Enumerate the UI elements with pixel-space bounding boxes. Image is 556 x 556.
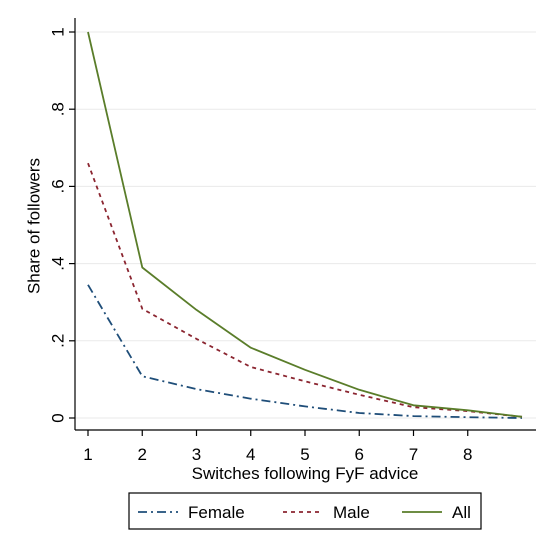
- y-tick-label: .2: [49, 334, 68, 348]
- x-tick-label: 5: [300, 445, 309, 464]
- series-lines: [87, 31, 523, 419]
- axes: [74, 18, 536, 431]
- legend-item-female: Female: [138, 503, 245, 522]
- x-tick-label: 7: [409, 445, 418, 464]
- legend-item-male: Male: [283, 503, 370, 522]
- series-line-male: [87, 162, 523, 418]
- x-axis-title: Switches following FyF advice: [192, 464, 419, 483]
- legend: Female Male All: [128, 492, 482, 530]
- y-tick-label: 0: [49, 413, 68, 422]
- y-axis-title: Share of followers: [25, 158, 44, 294]
- y-tick-label: 1: [49, 27, 68, 36]
- series-line-female: [87, 284, 523, 419]
- x-ticks: 1 2 3 4 5 6 7 8: [83, 430, 472, 464]
- legend-label: Female: [188, 503, 245, 522]
- x-tick-label: 4: [246, 445, 255, 464]
- legend-box: [128, 492, 482, 530]
- x-tick-label: 3: [192, 445, 201, 464]
- y-ticks: 0 .2 .4 .6 .8 1: [49, 27, 75, 423]
- legend-item-all: All: [402, 503, 471, 522]
- x-tick-label: 6: [355, 445, 364, 464]
- y-tick-label: .6: [49, 179, 68, 193]
- legend-label: Male: [333, 503, 370, 522]
- x-tick-label: 2: [138, 445, 147, 464]
- x-tick-label: 1: [83, 445, 92, 464]
- series-line-all: [87, 31, 523, 418]
- y-tick-label: .8: [49, 102, 68, 116]
- y-tick-label: .4: [49, 257, 68, 271]
- x-tick-label: 8: [463, 445, 472, 464]
- gridlines: [75, 31, 536, 419]
- legend-label: All: [452, 503, 471, 522]
